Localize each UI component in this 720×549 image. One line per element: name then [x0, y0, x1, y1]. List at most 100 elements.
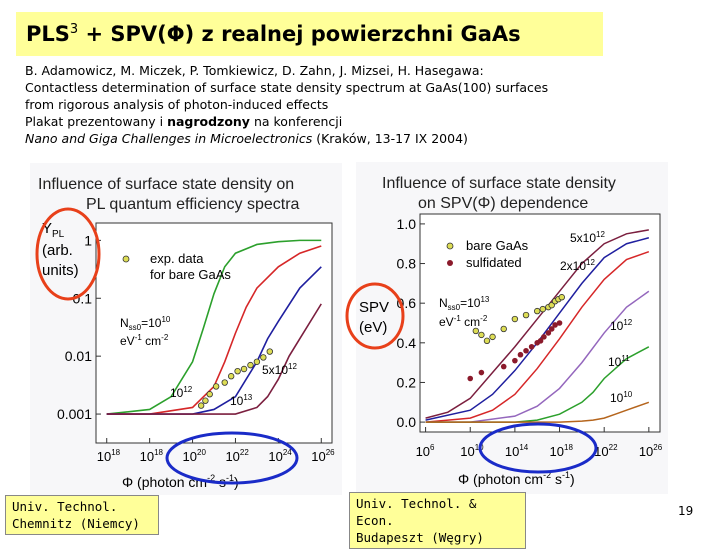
spv-series-line-2	[425, 250, 650, 423]
pl-series-line-0	[106, 239, 322, 415]
spv-series-line-0	[425, 229, 649, 419]
pl-y-tick-label: 0.1	[73, 290, 93, 306]
slide-title-box: PLS3 + SPV(Φ) z realnej powierzchni GaAs	[16, 12, 603, 56]
pl-xlabel: Φ (photon cm-2 s-1)	[122, 473, 239, 490]
title-pl: PLS	[26, 22, 70, 46]
spv-annot-1011: 1011	[608, 354, 630, 369]
pl-exp-point	[202, 397, 209, 404]
spv-x-tick-label: 106	[416, 443, 435, 459]
spv-annot-nss: Nss0=1013	[439, 295, 490, 312]
conference-name: Nano and Giga Challenges in Microelectro…	[25, 131, 313, 146]
spv-plot-frame	[419, 213, 661, 433]
pl-series-line-3	[106, 303, 322, 415]
pl-plot-frame	[95, 222, 333, 444]
pl-chart-title-line1: Influence of surface state density on	[38, 176, 294, 193]
spv-bare-point	[483, 337, 491, 345]
pl-ylabel-units: units)	[42, 262, 79, 279]
label-chemnitz-line1: Univ. Technol.	[12, 499, 118, 514]
spv-xlabel: Φ (photon cm-2 s-1)	[458, 470, 575, 487]
pl-y-tick-label: 0.001	[57, 406, 92, 422]
page-number: 19	[678, 504, 694, 518]
pl-exp-points	[197, 348, 273, 409]
pl-annot-nss: Nss0=1010	[120, 315, 171, 332]
spv-series-line-1	[425, 237, 650, 421]
label-budapest-line1: Univ. Technol. & Econ.	[356, 496, 477, 528]
label-budapest: Univ. Technol. & Econ. Budapeszt (Węgry)	[349, 492, 526, 549]
spv-points-group	[467, 294, 565, 382]
spv-y-tick-label: 1.0	[397, 216, 417, 232]
poster-pre: Plakat prezentowany i	[25, 114, 168, 129]
spv-annot-2x1012: 2x1012	[560, 258, 595, 273]
pl-exp-point	[221, 379, 228, 386]
spv-sulfidated-point	[556, 320, 563, 326]
pl-exp-point	[247, 361, 254, 369]
pl-exp-point	[197, 402, 205, 409]
spv-y-tick-label: 0.8	[397, 256, 417, 272]
spv-chart-title-line1: Influence of surface state density	[382, 175, 616, 192]
pl-exp-point	[234, 367, 241, 375]
spv-y-tick-label: 0.6	[397, 295, 417, 311]
spv-bare-point	[534, 307, 541, 315]
spv-sulfidated-point	[548, 326, 555, 332]
pl-annot-5x1012: 5x1012	[262, 362, 297, 377]
spv-annot-5x1012: 5x1012	[570, 230, 605, 245]
poster-line: Plakat prezentowany i nagrodzony na konf…	[25, 113, 705, 130]
pl-exp-point	[227, 373, 235, 380]
spv-bare-point	[489, 333, 496, 341]
spv-bare-point	[539, 305, 546, 313]
pl-series-group	[106, 239, 322, 415]
spv-sulfidated-point	[512, 357, 518, 364]
spv-sulfidated-point	[467, 375, 474, 382]
pl-efficiency-chart: Influence of surface state density on PL…	[30, 163, 342, 495]
title-sup: 3	[69, 22, 79, 37]
spv-chart-title-line2: on SPV(Φ) dependence	[418, 195, 588, 212]
spv-annot-1012: 1012	[610, 318, 633, 333]
pl-annot-1012: 1012	[170, 385, 193, 400]
paper-title-line1: Contactless determination of surface sta…	[25, 80, 549, 95]
spv-legend-sulf: sulfidated	[466, 255, 522, 270]
pl-ylabel-arb: (arb.	[42, 242, 73, 259]
spv-sulfidated-point	[500, 363, 507, 370]
conference-line: Nano and Giga Challenges in Microelectro…	[25, 130, 705, 147]
spv-series-group	[425, 229, 650, 423]
spv-annot-1010: 1010	[610, 390, 633, 405]
spv-chart: Influence of surface state density on SP…	[356, 162, 668, 494]
spv-legend-sulf-marker	[447, 260, 453, 266]
pl-x-tick-label: 1018	[97, 448, 121, 464]
spv-x-tick-label: 1026	[639, 443, 663, 459]
poster-post: na konferencji	[249, 114, 343, 129]
spv-series-line-3	[425, 290, 650, 423]
spv-bare-point	[558, 294, 565, 301]
pl-series-line-1	[106, 245, 322, 415]
pl-exp-point	[260, 354, 267, 361]
pl-legend-line2: for bare GaAs	[150, 267, 231, 282]
authors-line: B. Adamowicz, M. Miczek, P. Tomkiewicz, …	[25, 63, 484, 78]
spv-sulfidated-point	[552, 322, 558, 328]
pl-annot-unit: eV-1 cm-2	[120, 333, 169, 348]
spv-sulfidated-point	[537, 338, 544, 344]
spv-sulfidated-point	[528, 343, 535, 350]
poster-bold: nagrodzony	[167, 114, 250, 129]
spv-bare-point	[522, 311, 530, 319]
spv-sulfidated-point	[478, 369, 485, 376]
spv-legend-bare: bare GaAs	[466, 238, 529, 253]
pl-x-tick-label: 1026	[311, 448, 335, 464]
spv-bare-point	[548, 301, 555, 309]
pl-legend-marker	[122, 255, 130, 263]
spv-sulfidated-point	[517, 351, 524, 358]
spv-series-line-5	[425, 401, 650, 423]
spv-sulfidated-point	[541, 334, 547, 340]
pl-exp-point	[253, 358, 261, 365]
spv-y-tick-label: 0.0	[397, 414, 417, 430]
spv-bare-point	[472, 327, 480, 335]
pl-annot-1013: 1013	[230, 393, 253, 408]
spv-bare-point	[500, 325, 507, 333]
label-chemnitz-line2: Chemnitz (Niemcy)	[12, 516, 140, 531]
label-chemnitz: Univ. Technol. Chemnitz (Niemcy)	[5, 495, 159, 535]
spv-axes: 106 1010 1014 1018 1022 10261.00.80.60.40.20.…	[397, 213, 663, 459]
slide-title: PLS3 + SPV(Φ) z realnej powierzchni GaAs	[26, 22, 521, 46]
label-budapest-line2: Budapeszt (Węgry)	[356, 530, 484, 545]
spv-ylabel-ev: (eV)	[359, 319, 387, 336]
paper-title-line2: from rigorous analysis of photon-induced…	[25, 97, 329, 112]
spv-sulfidated-point	[523, 347, 529, 354]
